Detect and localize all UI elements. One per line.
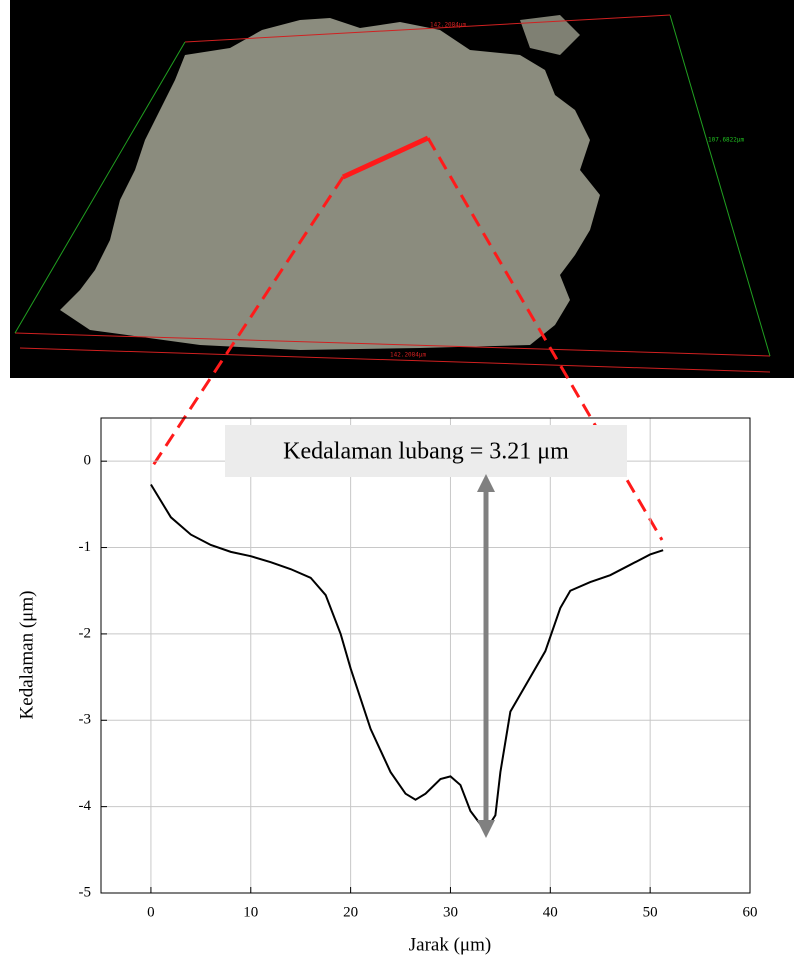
image-label: 107.6822μm bbox=[708, 137, 745, 144]
frame-line bbox=[184, 14, 671, 43]
x-tick-label: 0 bbox=[147, 904, 155, 920]
frame-line bbox=[669, 14, 771, 357]
y-tick-label: -2 bbox=[79, 625, 92, 641]
arrow-head bbox=[477, 474, 495, 492]
surface-blob bbox=[60, 18, 600, 350]
x-tick-label: 50 bbox=[643, 904, 658, 920]
connector bbox=[148, 176, 345, 471]
y-tick-label: -4 bbox=[79, 798, 92, 814]
x-tick-label: 10 bbox=[243, 904, 258, 920]
plot-frame bbox=[100, 417, 751, 894]
x-tick-label: 30 bbox=[443, 904, 458, 920]
x-tick-label: 20 bbox=[343, 904, 358, 920]
data-line bbox=[150, 483, 664, 833]
x-tick-label: 40 bbox=[543, 904, 558, 920]
profile-line bbox=[341, 135, 430, 180]
frame-line bbox=[14, 332, 771, 357]
frame-line bbox=[14, 41, 186, 334]
surface-island bbox=[520, 15, 580, 55]
surface-island bbox=[190, 52, 225, 68]
y-tick-label: 0 bbox=[84, 453, 92, 469]
x-axis-label: Jarak (μm) bbox=[409, 934, 491, 955]
image-label: 142.2084μm bbox=[390, 352, 427, 359]
y-tick-label: -1 bbox=[79, 539, 92, 555]
y-tick-label: -3 bbox=[79, 712, 92, 728]
frame-line bbox=[19, 347, 771, 373]
annotation: Kedalaman lubang = 3.21 μm bbox=[283, 439, 569, 465]
image-label: 142.2084μm bbox=[430, 22, 467, 29]
annotation-box bbox=[225, 425, 627, 477]
y-tick-label: -5 bbox=[79, 884, 92, 900]
x-tick-label: 60 bbox=[743, 904, 758, 920]
arrow-head bbox=[477, 820, 495, 838]
y-axis-label: Kedalaman (μm) bbox=[16, 591, 37, 720]
